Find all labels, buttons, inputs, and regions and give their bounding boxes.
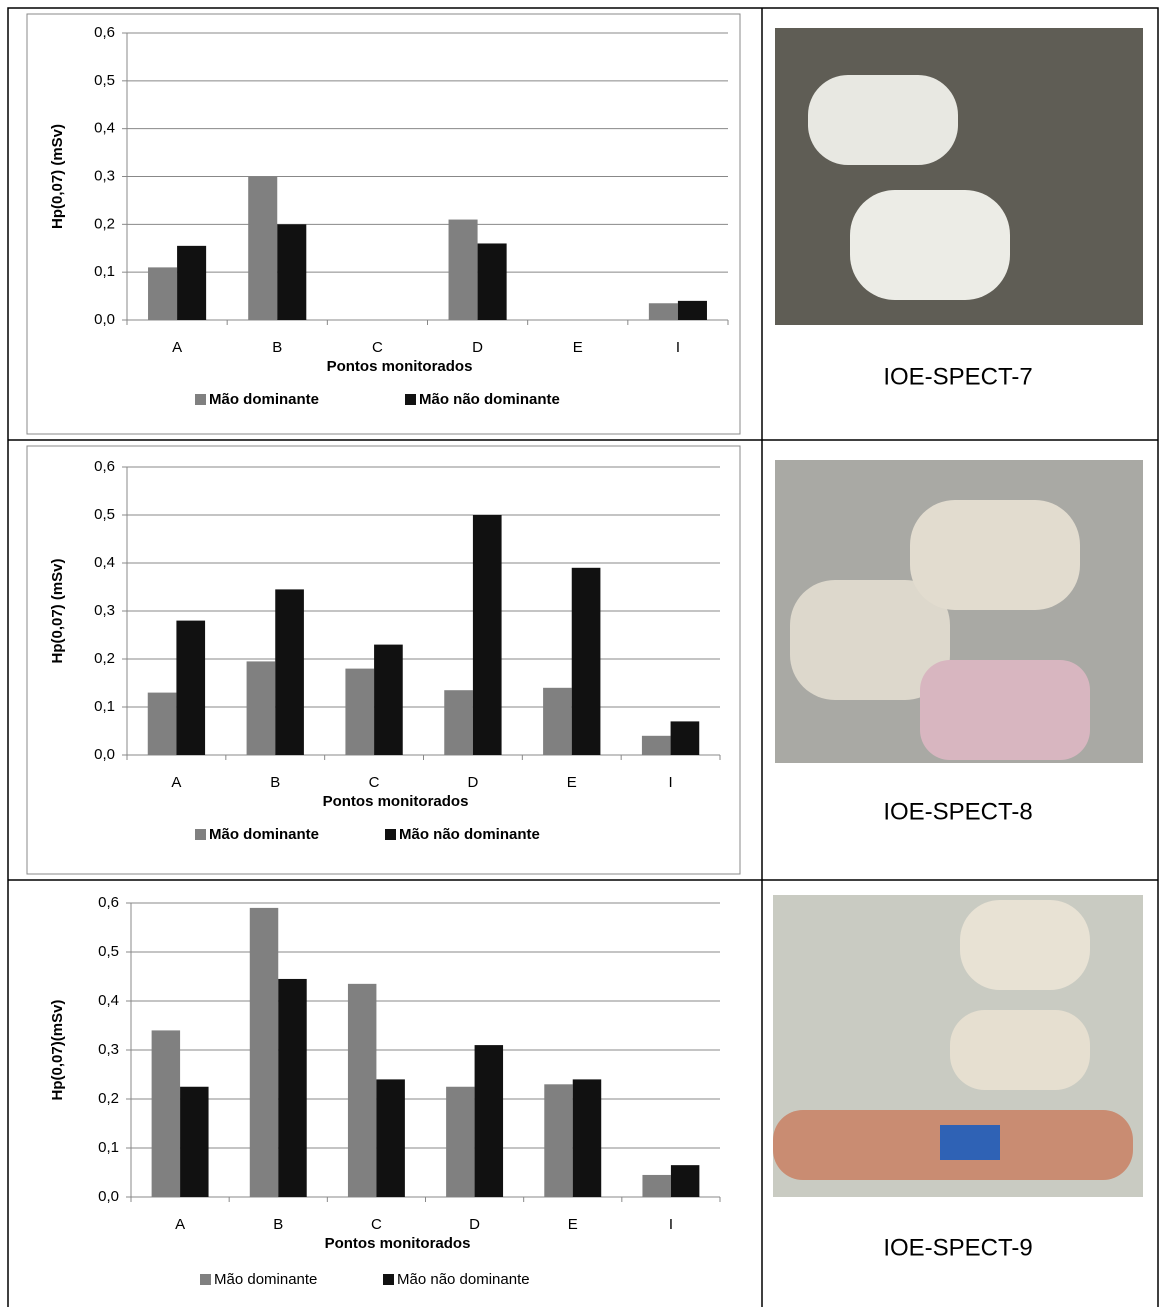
bar <box>250 908 278 1197</box>
x-tick-label: E <box>568 1216 578 1233</box>
x-tick-label: B <box>270 774 280 791</box>
bar <box>473 515 502 755</box>
bar <box>572 568 601 755</box>
legend-label: Mão não dominante <box>419 391 560 408</box>
y-axis-title: Hp(0,07) (mSv) <box>49 558 66 663</box>
bar <box>148 267 177 320</box>
x-tick-label: I <box>669 1216 673 1233</box>
bar <box>177 246 206 320</box>
photo-caption: IOE-SPECT-8 <box>883 798 1032 825</box>
x-tick-label: D <box>467 774 478 791</box>
legend-swatch <box>195 829 206 840</box>
bar <box>678 301 707 320</box>
legend-swatch <box>195 394 206 405</box>
bar <box>444 690 473 755</box>
bar <box>176 621 205 755</box>
x-tick-label: E <box>567 774 577 791</box>
legend-swatch <box>200 1274 211 1285</box>
bar <box>247 661 276 755</box>
bar <box>642 1175 670 1197</box>
x-tick-label: B <box>272 339 282 356</box>
y-tick-label: 0,2 <box>98 1090 119 1107</box>
bar <box>180 1087 208 1197</box>
x-axis-title: Pontos monitorados <box>327 358 473 375</box>
bar <box>573 1079 601 1197</box>
y-tick-label: 0,3 <box>94 167 115 184</box>
x-tick-label: C <box>372 339 383 356</box>
y-tick-label: 0,6 <box>94 458 115 475</box>
x-tick-label: A <box>171 774 181 791</box>
x-axis-title: Pontos monitorados <box>323 793 469 810</box>
legend-label: Mão não dominante <box>399 826 540 843</box>
legend-label: Mão dominante <box>209 391 319 408</box>
x-tick-label: C <box>371 1216 382 1233</box>
y-tick-label: 0,1 <box>98 1139 119 1156</box>
photo-caption: IOE-SPECT-9 <box>883 1234 1032 1261</box>
y-tick-label: 0,2 <box>94 650 115 667</box>
bar <box>544 1084 572 1197</box>
y-tick-label: 0,1 <box>94 698 115 715</box>
bar <box>345 669 374 755</box>
legend-swatch <box>385 829 396 840</box>
bar <box>152 1030 180 1197</box>
bar <box>376 1079 404 1197</box>
y-tick-label: 0,3 <box>94 602 115 619</box>
bar <box>348 984 376 1197</box>
x-tick-label: D <box>472 339 483 356</box>
y-tick-label: 0,2 <box>94 215 115 232</box>
legend-label: Mão dominante <box>209 826 319 843</box>
y-tick-label: 0,0 <box>98 1188 119 1205</box>
x-tick-label: B <box>273 1216 283 1233</box>
bar <box>277 224 306 320</box>
legend-label: Mão dominante <box>214 1271 317 1288</box>
photos <box>773 28 1143 1197</box>
y-tick-label: 0,0 <box>94 311 115 328</box>
bar <box>543 688 572 755</box>
y-tick-label: 0,5 <box>94 506 115 523</box>
y-tick-label: 0,5 <box>98 943 119 960</box>
bar <box>248 177 277 321</box>
bar <box>275 589 304 755</box>
bar <box>278 979 306 1197</box>
y-tick-label: 0,6 <box>98 894 119 911</box>
x-tick-label: E <box>573 339 583 356</box>
y-tick-label: 0,6 <box>94 24 115 41</box>
x-tick-label: C <box>369 774 380 791</box>
bar <box>671 1165 699 1197</box>
y-axis-title: Hp(0,07) (mSv) <box>49 124 66 229</box>
bar <box>374 645 403 755</box>
bar <box>649 303 678 320</box>
y-axis-title: Hp(0,07)(mSv) <box>49 1000 66 1101</box>
x-tick-label: A <box>175 1216 185 1233</box>
bar <box>449 220 478 320</box>
x-tick-label: I <box>668 774 672 791</box>
x-tick-label: A <box>172 339 182 356</box>
legend-swatch <box>383 1274 394 1285</box>
bar <box>671 721 700 755</box>
legend-swatch <box>405 394 416 405</box>
bar <box>475 1045 503 1197</box>
y-tick-label: 0,0 <box>94 746 115 763</box>
bar <box>478 243 507 320</box>
y-tick-label: 0,4 <box>94 554 115 571</box>
x-tick-label: D <box>469 1216 480 1233</box>
y-tick-label: 0,1 <box>94 263 115 280</box>
y-tick-label: 0,4 <box>98 992 119 1009</box>
legend-label: Mão não dominante <box>397 1271 530 1288</box>
x-tick-label: I <box>676 339 680 356</box>
bar <box>642 736 671 755</box>
x-axis-title: Pontos monitorados <box>325 1235 471 1252</box>
y-tick-label: 0,5 <box>94 72 115 89</box>
y-tick-label: 0,3 <box>98 1041 119 1058</box>
photo-caption: IOE-SPECT-7 <box>883 363 1032 390</box>
bar <box>148 693 177 755</box>
bar <box>446 1087 474 1197</box>
y-tick-label: 0,4 <box>94 120 115 137</box>
page: 0,0 0,1 0,2 0,3 0,4 0,5 0,6 A B C D E I Pontos monito… <box>0 0 1159 1307</box>
